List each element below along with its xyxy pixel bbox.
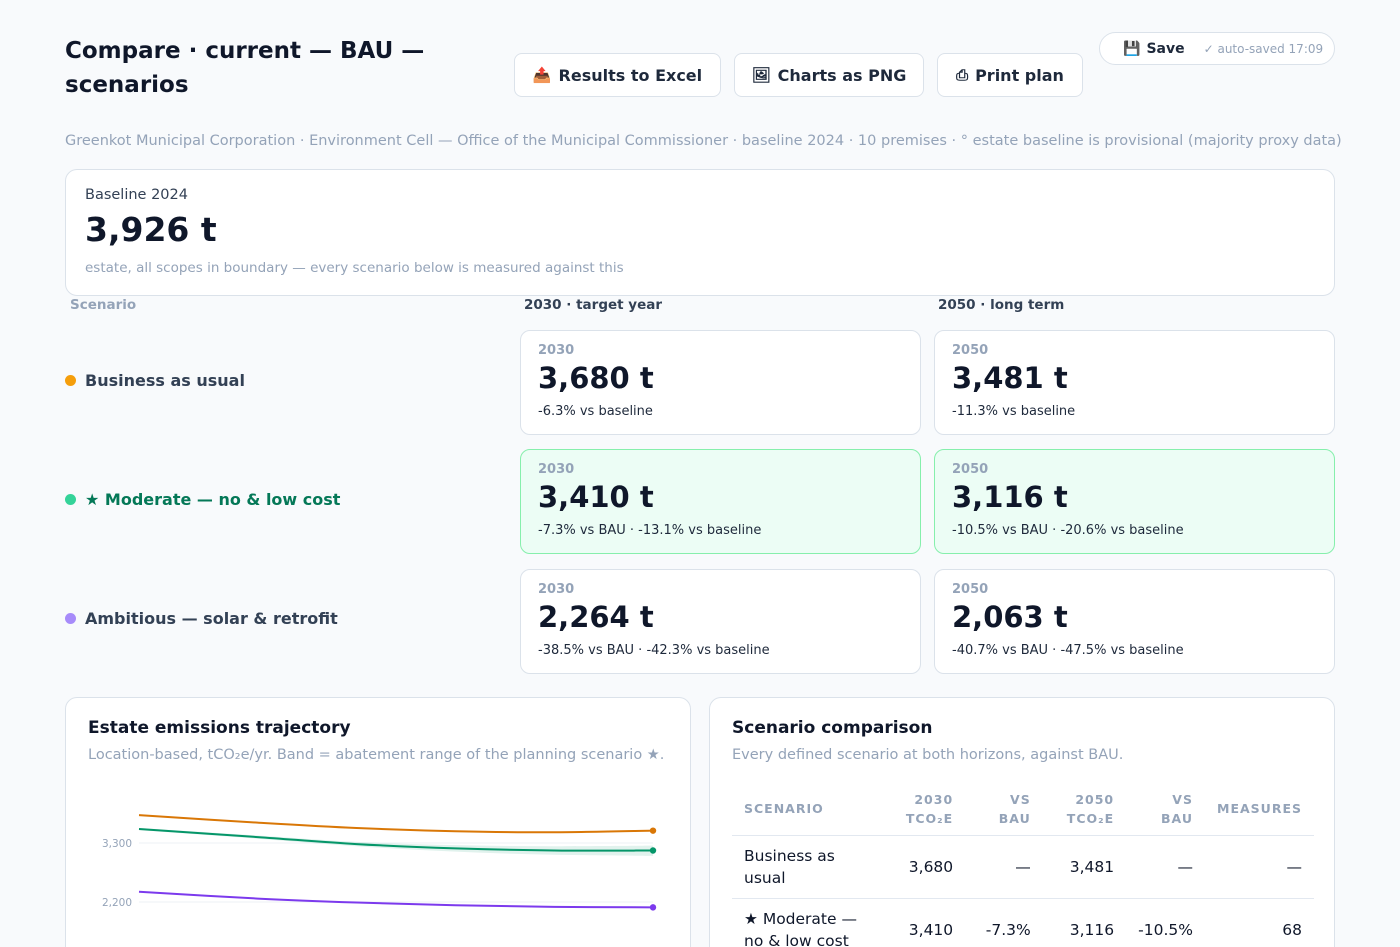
bau-2030-card: 2030 3,680 t -6.3% vs baseline (520, 330, 921, 435)
scenario-label-ambitious: Ambitious — solar & retrofit (65, 609, 338, 628)
card-delta: -11.3% vs baseline (952, 404, 1076, 419)
series-line (138, 814, 654, 834)
table-cell: 3,410 (881, 898, 966, 947)
card-value: 3,481 t (952, 361, 1068, 395)
card-year: 2030 (538, 343, 575, 358)
y-tick-label: 2,200 (102, 897, 132, 909)
table-cell: -10.5% (1126, 898, 1205, 947)
table-cell: 3,481 (1042, 835, 1127, 899)
baseline-label: Baseline 2024 (85, 187, 188, 203)
card-value: 3,680 t (538, 361, 654, 395)
bau-2050-card: 2050 3,481 t -11.3% vs baseline (934, 330, 1335, 435)
moderate-2030-card: 2030 3,410 t -7.3% vs BAU · -13.1% vs ba… (520, 449, 921, 554)
table-cell: — (965, 835, 1043, 899)
print-plan-button[interactable]: ⎙ Print plan (937, 53, 1083, 97)
card-year: 2030 (538, 462, 575, 477)
table-cell: ★ Moderate — no & low cost (732, 898, 882, 947)
card-year: 2050 (952, 582, 989, 597)
column-header[interactable]: SCENARIO (732, 783, 882, 836)
series-line (138, 828, 654, 852)
card-value: 2,264 t (538, 600, 654, 634)
series-end-point (649, 827, 657, 834)
table-cell: — (1126, 835, 1205, 899)
floppy-disk-icon: 💾 (1123, 40, 1141, 57)
card-value: 3,116 t (952, 480, 1068, 514)
card-delta: -40.7% vs BAU · -47.5% vs baseline (952, 643, 1184, 658)
scenario-name: Business as usual (85, 371, 245, 390)
scenario-name: Ambitious — solar & retrofit (85, 609, 338, 628)
page-subtitle: Greenkot Municipal Corporation · Environ… (65, 133, 1342, 149)
card-year: 2030 (538, 582, 575, 597)
trajectory-panel: Estate emissions trajectory Location-bas… (65, 697, 691, 947)
print-plan-label: Print plan (975, 65, 1064, 85)
series-line (138, 890, 654, 909)
save-bar: 💾 Save ✓ auto-saved 17:09 (1099, 32, 1335, 65)
column-header[interactable]: 2050 TCO₂E (1042, 783, 1127, 836)
ambitious-2050-card: 2050 2,063 t -40.7% vs BAU · -47.5% vs b… (934, 569, 1335, 674)
trajectory-chart: 2,200 3,300 (102, 814, 657, 911)
charts-as-png-button[interactable]: 🖼 Charts as PNG (734, 53, 924, 97)
table-row[interactable]: ★ Moderate — no & low cost 3,410 -7.3% 3… (732, 898, 1314, 947)
comparison-panel: Scenario comparison Every defined scenar… (709, 697, 1335, 947)
bau-color-dot (65, 375, 76, 386)
comparison-table: SCENARIO 2030 TCO₂E VS BAU 2050 TCO₂E VS… (732, 783, 1314, 947)
column-header-scenario: Scenario (70, 297, 137, 313)
abatement-band (139, 827, 653, 856)
card-year: 2050 (952, 343, 989, 358)
results-to-excel-label: Results to Excel (558, 65, 703, 85)
moderate-color-dot (65, 494, 76, 505)
table-header-row: SCENARIO 2030 TCO₂E VS BAU 2050 TCO₂E VS… (732, 783, 1314, 836)
card-year: 2050 (952, 462, 989, 477)
y-tick-label: 3,300 (102, 838, 132, 850)
baseline-value: 3,926 t (85, 210, 217, 249)
baseline-card: Baseline 2024 3,926 t estate, all scopes… (65, 169, 1335, 296)
table-cell: -7.3% (965, 898, 1043, 947)
page-title: Compare · current — BAU — scenarios (65, 38, 425, 98)
card-delta: -10.5% vs BAU · -20.6% vs baseline (952, 523, 1184, 538)
baseline-note: estate, all scopes in boundary — every s… (85, 260, 624, 276)
ambitious-2030-card: 2030 2,264 t -38.5% vs BAU · -42.3% vs b… (520, 569, 921, 674)
print-icon: ⎙ (956, 66, 969, 84)
export-icon: 📤 (532, 66, 552, 84)
card-value: 2,063 t (952, 600, 1068, 634)
series-end-point (649, 904, 657, 911)
table-cell: 3,116 (1042, 898, 1127, 947)
image-icon: 🖼 (751, 66, 771, 84)
scenario-label-moderate: ★ Moderate — no & low cost (65, 490, 340, 509)
table-cell: — (1204, 835, 1314, 899)
trajectory-title: Estate emissions trajectory (88, 718, 351, 738)
column-header[interactable]: MEASURES (1204, 783, 1314, 836)
card-delta: -6.3% vs baseline (538, 404, 653, 419)
table-cell: 3,680 (881, 835, 966, 899)
charts-as-png-label: Charts as PNG (777, 65, 907, 85)
comparison-subtitle: Every defined scenario at both horizons,… (732, 747, 1124, 763)
series-end-point (649, 847, 657, 854)
ambitious-color-dot (65, 613, 76, 624)
table-cell: 68 (1204, 898, 1314, 947)
column-header[interactable]: VS BAU (965, 783, 1043, 836)
card-delta: -7.3% vs BAU · -13.1% vs baseline (538, 523, 762, 538)
card-delta: -38.5% vs BAU · -42.3% vs baseline (538, 643, 770, 658)
column-header-2050: 2050 · long term (938, 297, 1065, 313)
scenario-name: ★ Moderate — no & low cost (85, 490, 341, 509)
table-row[interactable]: Business as usual 3,680 — 3,481 — — (732, 835, 1314, 899)
save-label: Save (1146, 40, 1185, 57)
trajectory-subtitle: Location-based, tCO₂e/yr. Band = abateme… (88, 747, 665, 763)
column-header[interactable]: VS BAU (1126, 783, 1205, 836)
column-header-2030: 2030 · target year (524, 297, 663, 313)
results-to-excel-button[interactable]: 📤 Results to Excel (514, 53, 721, 97)
scenario-label-bau: Business as usual (65, 371, 245, 390)
card-value: 3,410 t (538, 480, 654, 514)
autosave-status: ✓ auto-saved 17:09 (1203, 41, 1324, 56)
column-header[interactable]: 2030 TCO₂E (881, 783, 966, 836)
save-button[interactable]: 💾 Save (1123, 41, 1185, 57)
table-cell: Business as usual (732, 835, 882, 899)
comparison-title: Scenario comparison (732, 718, 933, 738)
moderate-2050-card: 2050 3,116 t -10.5% vs BAU · -20.6% vs b… (934, 449, 1335, 554)
